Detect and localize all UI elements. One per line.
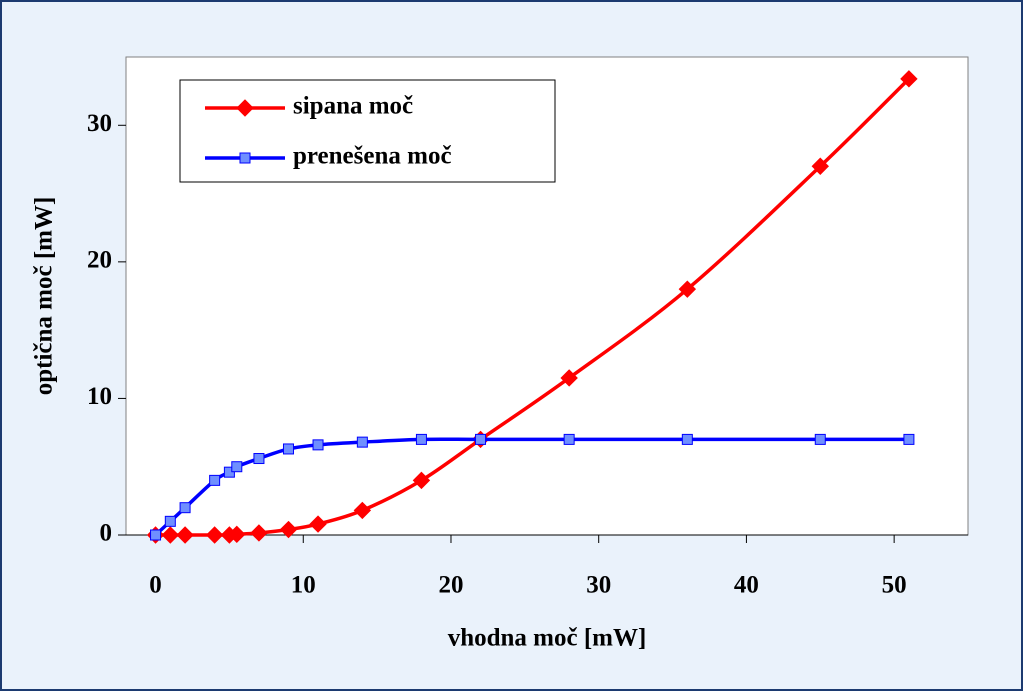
data-point [176,526,194,544]
data-point [231,461,243,473]
data-point [312,439,324,451]
data-point [814,433,826,445]
data-point [164,515,176,527]
x-axis-label: vhodna moč [mW] [448,625,647,652]
y-tick-label: 20 [87,247,112,274]
data-point [356,436,368,448]
x-tick-label: 0 [149,572,162,599]
data-point [205,526,224,544]
y-tick-label: 0 [100,520,113,547]
data-point [161,526,180,544]
data-point [179,502,191,514]
data-point [563,433,575,445]
legend-marker [239,152,251,164]
data-point [209,474,221,486]
x-tick-label: 30 [586,572,611,599]
data-point [412,471,431,490]
data-point [415,433,427,445]
data-point [678,280,697,298]
data-point [282,443,294,455]
data-point [811,157,829,175]
legend-label: sipana moč [293,93,413,120]
legend-marker [236,99,254,117]
legend [179,79,556,183]
data-point [900,70,918,88]
x-tick-label: 50 [882,572,907,599]
data-point [150,529,162,541]
data-point [250,524,268,542]
data-point [560,369,578,387]
y-axis-label: optična moč [mW] [31,197,58,396]
x-tick-label: 10 [291,572,316,599]
legend-label: prenešena moč [293,143,452,170]
x-tick-label: 20 [438,572,463,599]
data-point [253,453,265,465]
x-tick-label: 40 [734,572,759,599]
data-point [681,433,693,445]
data-point [228,525,246,544]
y-tick-label: 10 [87,383,112,410]
data-point [353,501,372,520]
data-point [903,433,915,445]
y-tick-label: 30 [87,110,112,137]
data-point [279,520,298,539]
data-point [309,515,327,533]
data-point [475,433,487,445]
